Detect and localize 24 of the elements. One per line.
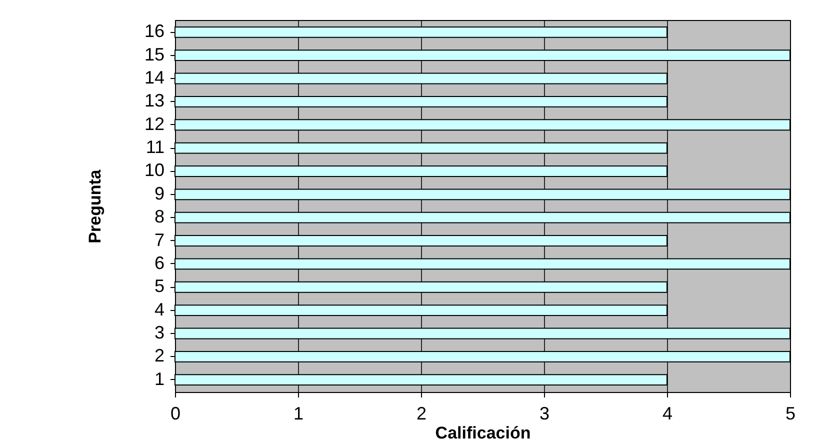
x-tick-label: 3 xyxy=(539,404,550,424)
y-tick-label: 3 xyxy=(154,322,164,342)
y-tick-label: 7 xyxy=(154,230,164,250)
y-tick-label: 9 xyxy=(154,183,164,204)
x-tick-label: 2 xyxy=(416,404,427,424)
x-tick-label: 5 xyxy=(785,404,796,424)
y-tick-label: 15 xyxy=(144,44,164,64)
x-tick-label: 4 xyxy=(662,404,673,424)
y-tick-label: 2 xyxy=(154,346,164,366)
y-tick-label: 4 xyxy=(154,299,164,320)
y-tick-label: 1 xyxy=(154,368,164,389)
y-axis-title: Pregunta xyxy=(85,169,104,244)
y-tick-label: 11 xyxy=(146,137,164,158)
y-tick-label: 14 xyxy=(144,68,164,88)
y-tick-label: 5 xyxy=(154,276,164,296)
y-tick-label: 10 xyxy=(144,160,164,180)
y-tick-label: 13 xyxy=(144,90,164,111)
x-axis-title: Calificación xyxy=(435,424,531,442)
y-tick-label: 16 xyxy=(144,21,164,42)
x-tick-label: 1 xyxy=(293,404,304,424)
x-tick-label: 0 xyxy=(170,404,181,424)
y-tick-label: 12 xyxy=(144,114,164,134)
y-tick-label: 6 xyxy=(154,252,164,273)
y-tick-label: 8 xyxy=(154,206,164,227)
